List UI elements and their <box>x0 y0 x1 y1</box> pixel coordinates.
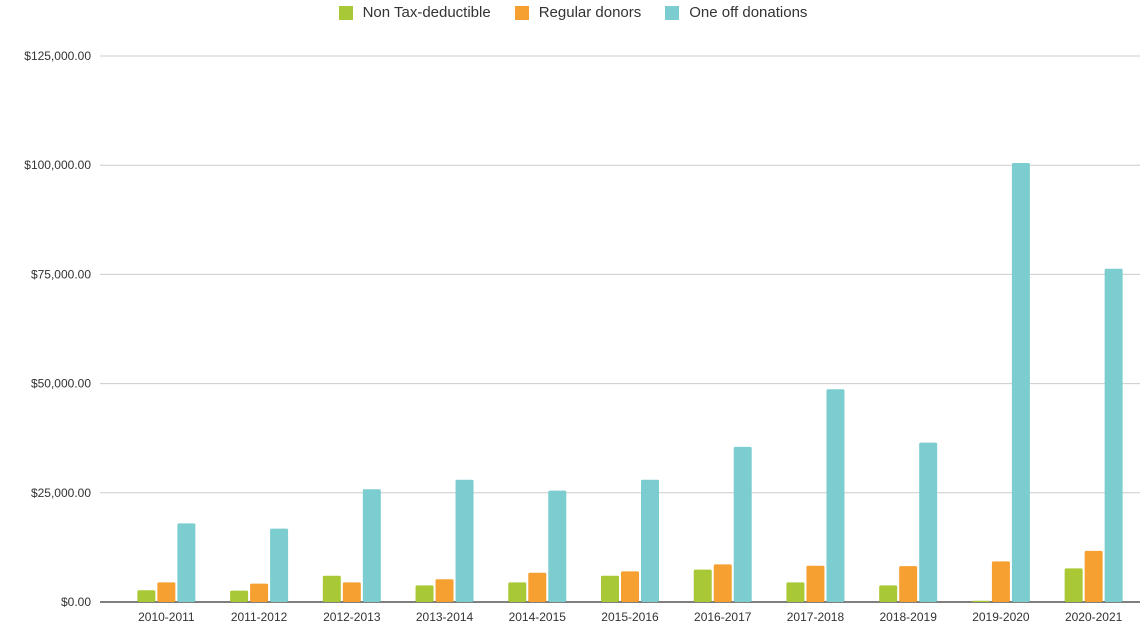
bar-one-off-donations-2011-2012 <box>270 528 289 602</box>
bar-non-tax-deductible-2015-2016 <box>601 575 619 602</box>
chart-legend: Non Tax-deductible Regular donors One of… <box>0 4 1146 21</box>
bar-regular-donors-2020-2021 <box>1084 550 1103 602</box>
bar-one-off-donations-2020-2021 <box>1104 268 1123 602</box>
bar-non-tax-deductible-2020-2021 <box>1064 568 1083 602</box>
x-tick-label: 2013-2014 <box>416 610 474 624</box>
bar-non-tax-deductible-2019-2020 <box>971 600 990 602</box>
x-tick-label: 2010-2011 <box>138 610 195 624</box>
bars-layer <box>137 163 1123 603</box>
bar-one-off-donations-2013-2014 <box>455 479 474 602</box>
x-tick-label: 2015-2016 <box>601 610 659 624</box>
bar-regular-donors-2014-2015 <box>528 572 547 602</box>
y-tick-label: $0.00 <box>61 595 91 609</box>
bar-one-off-donations-2017-2018 <box>826 389 845 602</box>
bar-non-tax-deductible-2018-2019 <box>879 585 898 602</box>
y-tick-label: $75,000.00 <box>31 267 91 281</box>
bar-one-off-donations-2014-2015 <box>548 490 567 602</box>
x-tick-label: 2018-2019 <box>879 610 937 624</box>
legend-item-regular-donors: Regular donors <box>514 4 642 21</box>
y-tick-label: $25,000.00 <box>31 486 91 500</box>
bar-regular-donors-2017-2018 <box>806 565 825 602</box>
legend-label-regular-donors: Regular donors <box>538 4 642 21</box>
bar-regular-donors-2010-2011 <box>157 582 176 602</box>
bar-regular-donors-2016-2017 <box>713 564 732 602</box>
bar-regular-donors-2015-2016 <box>621 571 639 602</box>
bar-one-off-donations-2018-2019 <box>919 442 938 602</box>
x-tick-label: 2016-2017 <box>694 610 752 624</box>
y-tick-label: $100,000.00 <box>24 158 91 172</box>
y-tick-label: $50,000.00 <box>31 377 91 391</box>
bar-regular-donors-2013-2014 <box>435 579 454 602</box>
bar-regular-donors-2011-2012 <box>250 583 269 602</box>
bar-non-tax-deductible-2010-2011 <box>137 590 156 602</box>
bar-regular-donors-2019-2020 <box>991 561 1010 602</box>
y-axis-ticks: $0.00 $25,000.00 $50,000.00 $75,000.00 $100,… <box>24 49 91 609</box>
legend-item-one-off-donations: One off donations <box>665 4 807 21</box>
x-tick-label: 2020-2021 <box>1065 610 1123 624</box>
bar-regular-donors-2012-2013 <box>342 582 361 602</box>
x-tick-label: 2012-2013 <box>323 610 381 624</box>
bar-one-off-donations-2010-2011 <box>177 523 196 602</box>
bar-regular-donors-2018-2019 <box>899 566 918 602</box>
legend-swatch-one-off-donations <box>665 5 680 20</box>
bar-one-off-donations-2016-2017 <box>733 446 752 602</box>
x-tick-label: 2019-2020 <box>972 610 1030 624</box>
x-axis-ticks: 2010-2011 2011-2012 2012-2013 2013-2014 2014… <box>138 610 1123 624</box>
grid-layer <box>100 55 1140 603</box>
bar-one-off-donations-2019-2020 <box>1011 163 1030 603</box>
legend-label-non-tax-deductible: Non Tax-deductible <box>362 4 491 21</box>
bar-non-tax-deductible-2014-2015 <box>508 582 527 602</box>
bar-non-tax-deductible-2011-2012 <box>230 590 249 602</box>
legend-item-non-tax-deductible: Non Tax-deductible <box>338 4 491 21</box>
x-tick-label: 2011-2012 <box>231 610 288 624</box>
y-tick-label: $125,000.00 <box>24 49 91 63</box>
legend-swatch-non-tax-deductible <box>338 5 353 20</box>
x-tick-label: 2017-2018 <box>787 610 845 624</box>
bar-one-off-donations-2012-2013 <box>362 489 381 602</box>
bar-one-off-donations-2015-2016 <box>641 479 659 602</box>
bar-non-tax-deductible-2013-2014 <box>415 585 434 602</box>
x-tick-label: 2014-2015 <box>509 610 567 624</box>
bar-non-tax-deductible-2017-2018 <box>786 582 805 602</box>
bar-non-tax-deductible-2016-2017 <box>693 569 712 602</box>
bar-non-tax-deductible-2012-2013 <box>322 575 341 602</box>
legend-swatch-regular-donors <box>514 5 529 20</box>
legend-label-one-off-donations: One off donations <box>689 4 808 21</box>
